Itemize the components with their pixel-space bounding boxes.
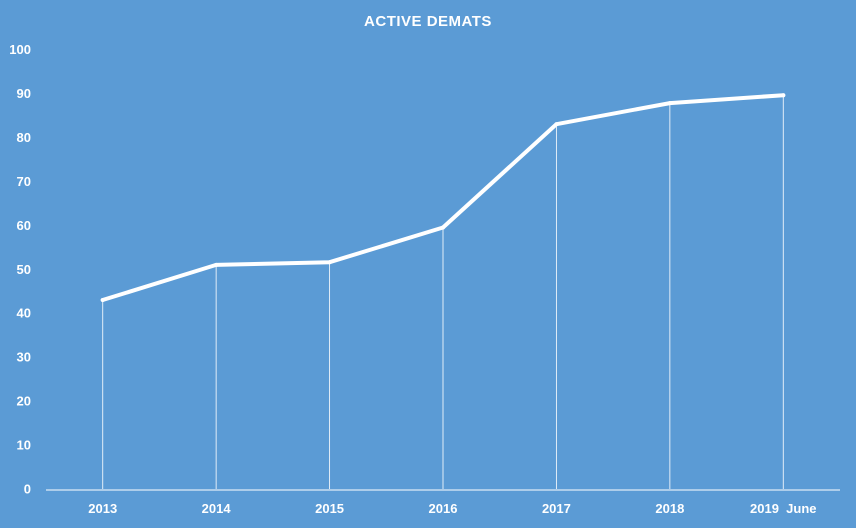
data-point	[781, 93, 786, 98]
x-tick-label: 2016	[429, 501, 458, 516]
x-tick-label: 2017	[542, 501, 571, 516]
data-point	[441, 225, 445, 230]
data-point	[554, 122, 559, 127]
data-point	[214, 262, 219, 267]
x-tick-label: 2014	[202, 501, 232, 516]
data-point	[100, 298, 105, 303]
y-tick-label: 100	[9, 42, 31, 57]
x-tick-label: 2015	[315, 501, 344, 516]
x-tick-label: 2018	[655, 501, 684, 516]
data-point	[667, 101, 672, 106]
x-tick-label: 2013	[88, 501, 117, 516]
x-tick-label: 2019 June	[750, 501, 817, 516]
y-tick-label: 30	[17, 350, 31, 365]
drop-lines	[102, 95, 784, 489]
y-tick-label: 10	[17, 438, 31, 453]
chart-title: ACTIVE DEMATS	[364, 13, 492, 30]
y-axis: 0 10 20 30 40 50 60 70 80 90 100	[9, 42, 31, 497]
y-tick-label: 40	[17, 306, 31, 321]
y-tick-label: 0	[24, 482, 31, 497]
y-tick-label: 80	[17, 130, 31, 145]
y-tick-label: 60	[17, 218, 31, 233]
series-group	[100, 93, 786, 303]
x-axis: 2013 2014 2015 2016 2017 2018 2019 June	[88, 501, 816, 516]
y-tick-label: 20	[17, 394, 31, 409]
data-point	[327, 260, 332, 265]
y-tick-label: 70	[17, 174, 31, 189]
y-tick-label: 90	[17, 86, 31, 101]
y-tick-label: 50	[17, 262, 31, 277]
